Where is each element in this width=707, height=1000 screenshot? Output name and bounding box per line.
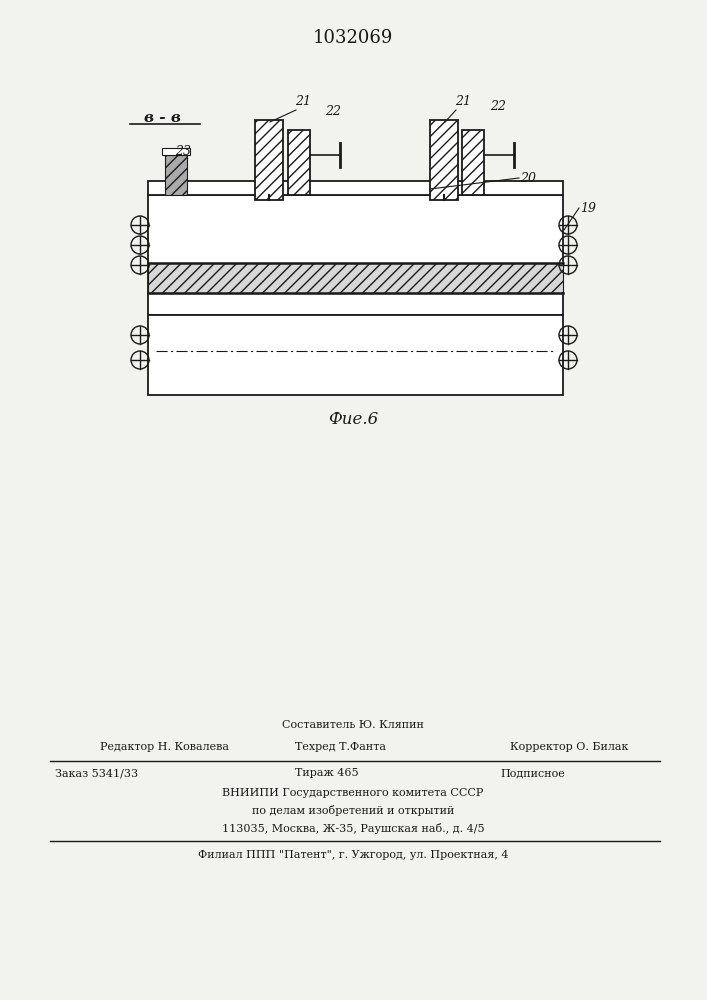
Text: 21: 21 <box>455 95 471 108</box>
Text: 113035, Москва, Ж-35, Раушская наб., д. 4/5: 113035, Москва, Ж-35, Раушская наб., д. … <box>222 824 484 834</box>
Text: Тираж 465: Тираж 465 <box>295 768 358 778</box>
Bar <box>148 195 563 315</box>
Bar <box>288 130 310 195</box>
Text: Составитель Ю. Кляпин: Составитель Ю. Кляпин <box>282 720 424 730</box>
Bar <box>462 130 484 195</box>
Text: Техред Т.Фанта: Техред Т.Фанта <box>295 742 386 752</box>
Text: Подписное: Подписное <box>500 768 565 778</box>
Text: ВНИИПИ Государственного комитета СССР: ВНИИПИ Государственного комитета СССР <box>222 788 484 798</box>
Text: Корректор О. Билак: Корректор О. Билак <box>510 742 629 752</box>
Text: Заказ 5341/33: Заказ 5341/33 <box>55 768 138 778</box>
Text: 19: 19 <box>580 202 596 215</box>
Text: 22: 22 <box>325 105 341 118</box>
Text: 23: 23 <box>175 145 191 158</box>
Bar <box>162 148 190 155</box>
Bar <box>255 120 283 200</box>
Text: 20: 20 <box>520 172 536 184</box>
Text: Редактор Н. Ковалева: Редактор Н. Ковалева <box>100 742 229 752</box>
Bar <box>148 263 563 293</box>
Text: 21: 21 <box>295 95 311 108</box>
Bar <box>148 315 563 395</box>
Bar <box>148 181 563 195</box>
Text: 1032069: 1032069 <box>312 29 393 47</box>
Text: 22: 22 <box>490 100 506 113</box>
Bar <box>165 155 187 195</box>
Text: в - в: в - в <box>144 111 180 125</box>
Text: Филиал ППП "Патент", г. Ужгород, ул. Проектная, 4: Филиал ППП "Патент", г. Ужгород, ул. Про… <box>198 850 508 860</box>
Text: по делам изобретений и открытий: по делам изобретений и открытий <box>252 806 454 816</box>
Bar <box>430 120 458 200</box>
Text: Фие.6: Фие.6 <box>328 412 378 428</box>
